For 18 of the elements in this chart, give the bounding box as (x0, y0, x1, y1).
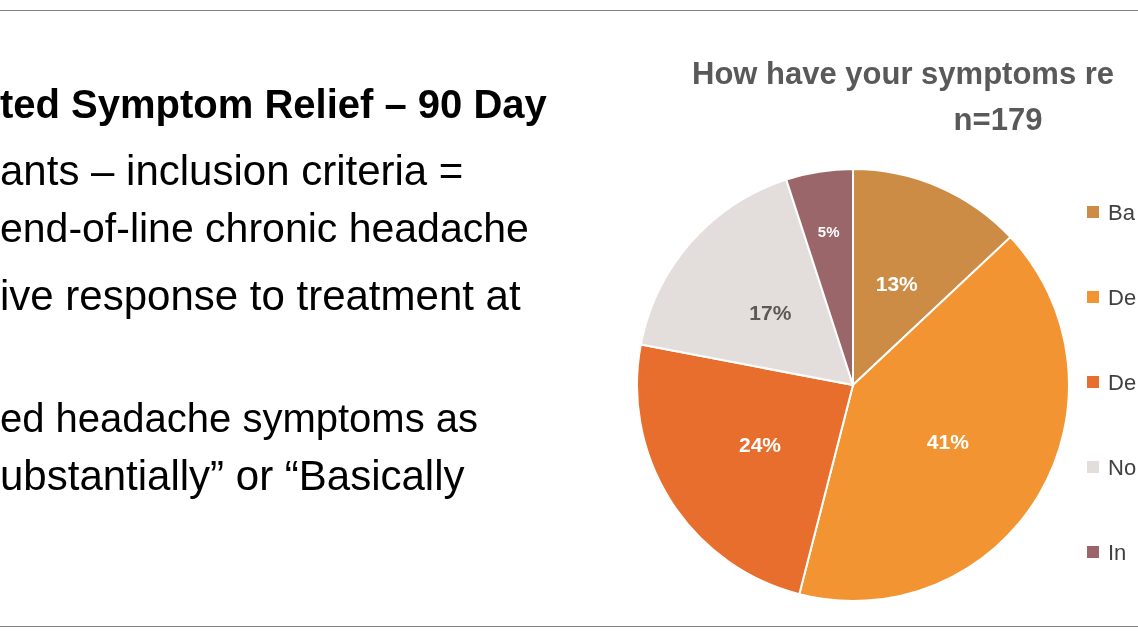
text: end-of-line chronic headache (0, 205, 529, 251)
legend-label: De (1108, 284, 1137, 310)
legend-label: In (1108, 539, 1127, 565)
chart-title: How have your symptoms re (692, 56, 1115, 91)
data-label: 24% (738, 432, 782, 456)
text: ed headache symptoms as (0, 396, 479, 440)
data-label: 41% (926, 429, 970, 453)
legend-label: No (1108, 454, 1137, 480)
legend-label: De (1108, 369, 1137, 395)
data-label: 13% (875, 272, 919, 296)
chart-subtitle: n=179 (953, 102, 1043, 137)
data-label: 17% (749, 300, 792, 324)
data-label: 5% (817, 222, 840, 240)
text: ants – inclusion criteria = (0, 147, 464, 194)
text: ubstantially” or “Basically (0, 452, 465, 499)
text: ted Symptom Relief – 90 Day (0, 82, 548, 126)
text: ive response to treatment at (0, 272, 521, 319)
legend-label: Ba (1108, 199, 1136, 225)
